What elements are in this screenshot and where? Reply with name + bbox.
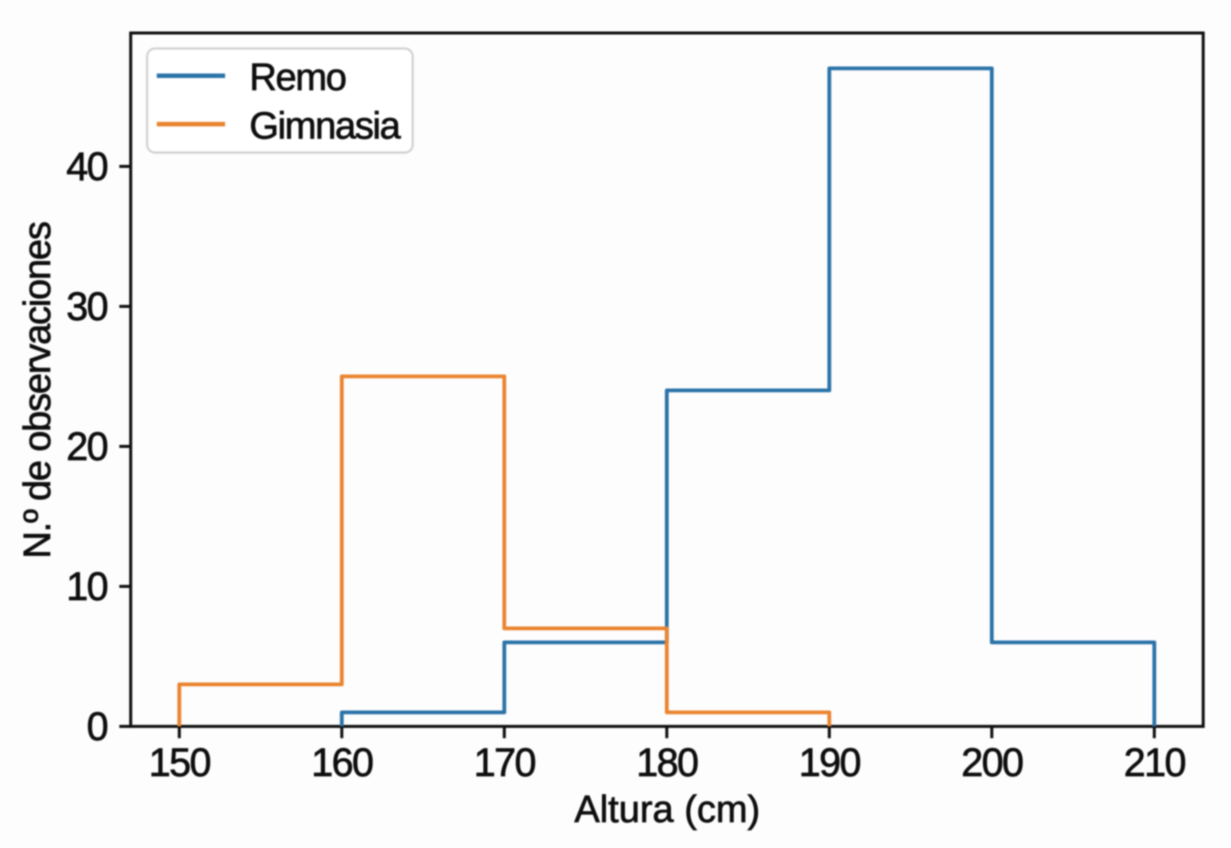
svg-text:190: 190 [799, 741, 861, 785]
svg-text:160: 160 [311, 741, 373, 785]
svg-text:Remo: Remo [249, 57, 345, 99]
svg-text:30: 30 [66, 285, 107, 329]
svg-text:N.º de observaciones: N.º de observaciones [17, 222, 59, 558]
svg-text:180: 180 [636, 741, 698, 785]
svg-text:210: 210 [1124, 741, 1186, 785]
svg-text:10: 10 [66, 565, 107, 609]
svg-text:0: 0 [87, 705, 108, 749]
svg-text:Gimnasia: Gimnasia [249, 105, 401, 147]
svg-text:170: 170 [474, 741, 536, 785]
svg-text:40: 40 [66, 145, 107, 189]
svg-text:20: 20 [66, 425, 107, 469]
svg-text:Altura (cm): Altura (cm) [574, 789, 760, 831]
svg-text:150: 150 [149, 741, 211, 785]
svg-text:200: 200 [961, 741, 1023, 785]
